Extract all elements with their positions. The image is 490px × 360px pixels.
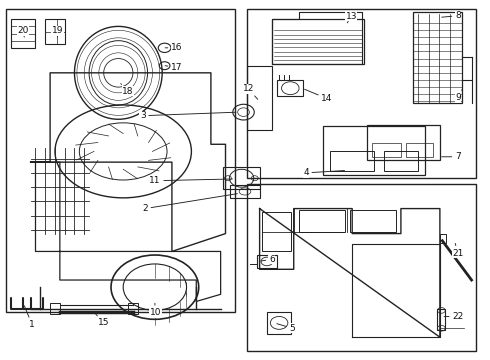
Text: 2: 2: [142, 194, 237, 213]
Text: 3: 3: [140, 111, 236, 120]
Text: 13: 13: [345, 12, 357, 23]
Text: 7: 7: [441, 152, 461, 161]
Text: 6: 6: [261, 255, 275, 264]
Text: 14: 14: [305, 89, 333, 103]
Text: 18: 18: [121, 84, 134, 96]
Text: 19: 19: [51, 26, 63, 37]
Text: 10: 10: [149, 303, 161, 318]
Text: 4: 4: [303, 168, 344, 177]
Text: 5: 5: [277, 324, 295, 333]
Text: 15: 15: [96, 314, 109, 327]
Text: 1: 1: [24, 306, 35, 329]
Text: 21: 21: [452, 243, 464, 258]
Text: 20: 20: [17, 26, 28, 37]
Text: 22: 22: [444, 312, 464, 321]
Text: 8: 8: [441, 11, 461, 20]
Text: 16: 16: [165, 43, 183, 52]
Text: 17: 17: [165, 63, 183, 72]
Text: 11: 11: [149, 176, 232, 185]
Text: 9: 9: [455, 90, 462, 102]
Text: 12: 12: [243, 84, 258, 99]
